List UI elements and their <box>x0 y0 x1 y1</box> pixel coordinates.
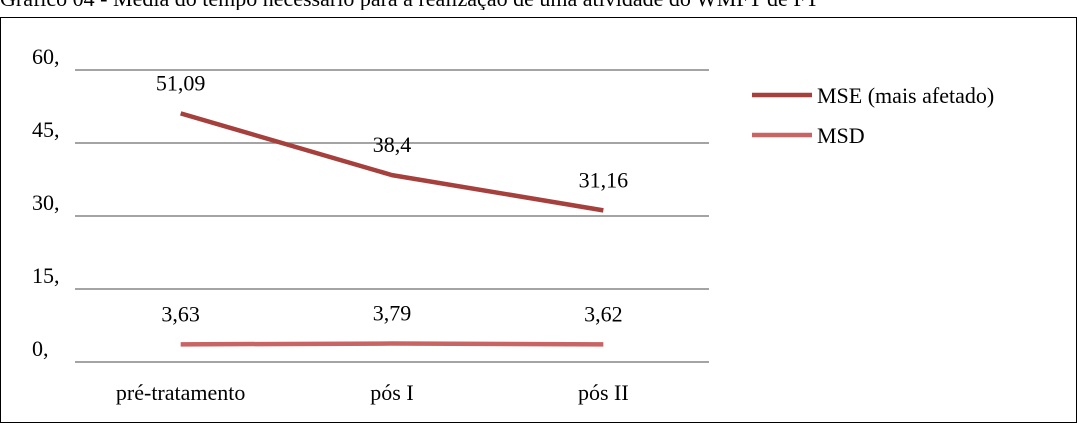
data-label: 3,63 <box>161 301 200 326</box>
legend-label: MSD <box>817 123 865 148</box>
data-label: 3,62 <box>584 301 623 326</box>
series-line <box>180 341 604 347</box>
y-tick-label: 15, <box>32 263 60 288</box>
gridlines <box>75 69 709 363</box>
y-tick-label: 45, <box>32 117 60 142</box>
series-lines <box>180 111 604 347</box>
x-tick-label: pré-tratamento <box>116 380 246 405</box>
y-tick-label: 60, <box>32 44 60 69</box>
data-label: 31,16 <box>579 167 629 192</box>
data-label: 38,4 <box>373 132 412 157</box>
x-tick-label: pós I <box>370 380 413 405</box>
chart-caption: Gráfico 04 - Média do tempo necessário p… <box>0 0 1079 10</box>
data-label: 51,09 <box>156 70 206 95</box>
y-tick-label: 0, <box>32 336 49 361</box>
x-tick-label: pós II <box>578 380 629 405</box>
data-labels: 51,09 38,4 31,16 3,63 3,79 3,62 <box>156 70 628 326</box>
y-axis-tick-labels: 0, 15, 30, 45, 60, <box>32 44 60 361</box>
series-line <box>180 111 604 213</box>
legend: MSE (mais afetado) MSD <box>752 83 994 148</box>
legend-label: MSE (mais afetado) <box>817 83 994 108</box>
y-tick-label: 30, <box>32 190 60 215</box>
data-label: 3,79 <box>373 301 412 326</box>
x-axis-tick-labels: pré-tratamento pós I pós II <box>116 380 629 405</box>
